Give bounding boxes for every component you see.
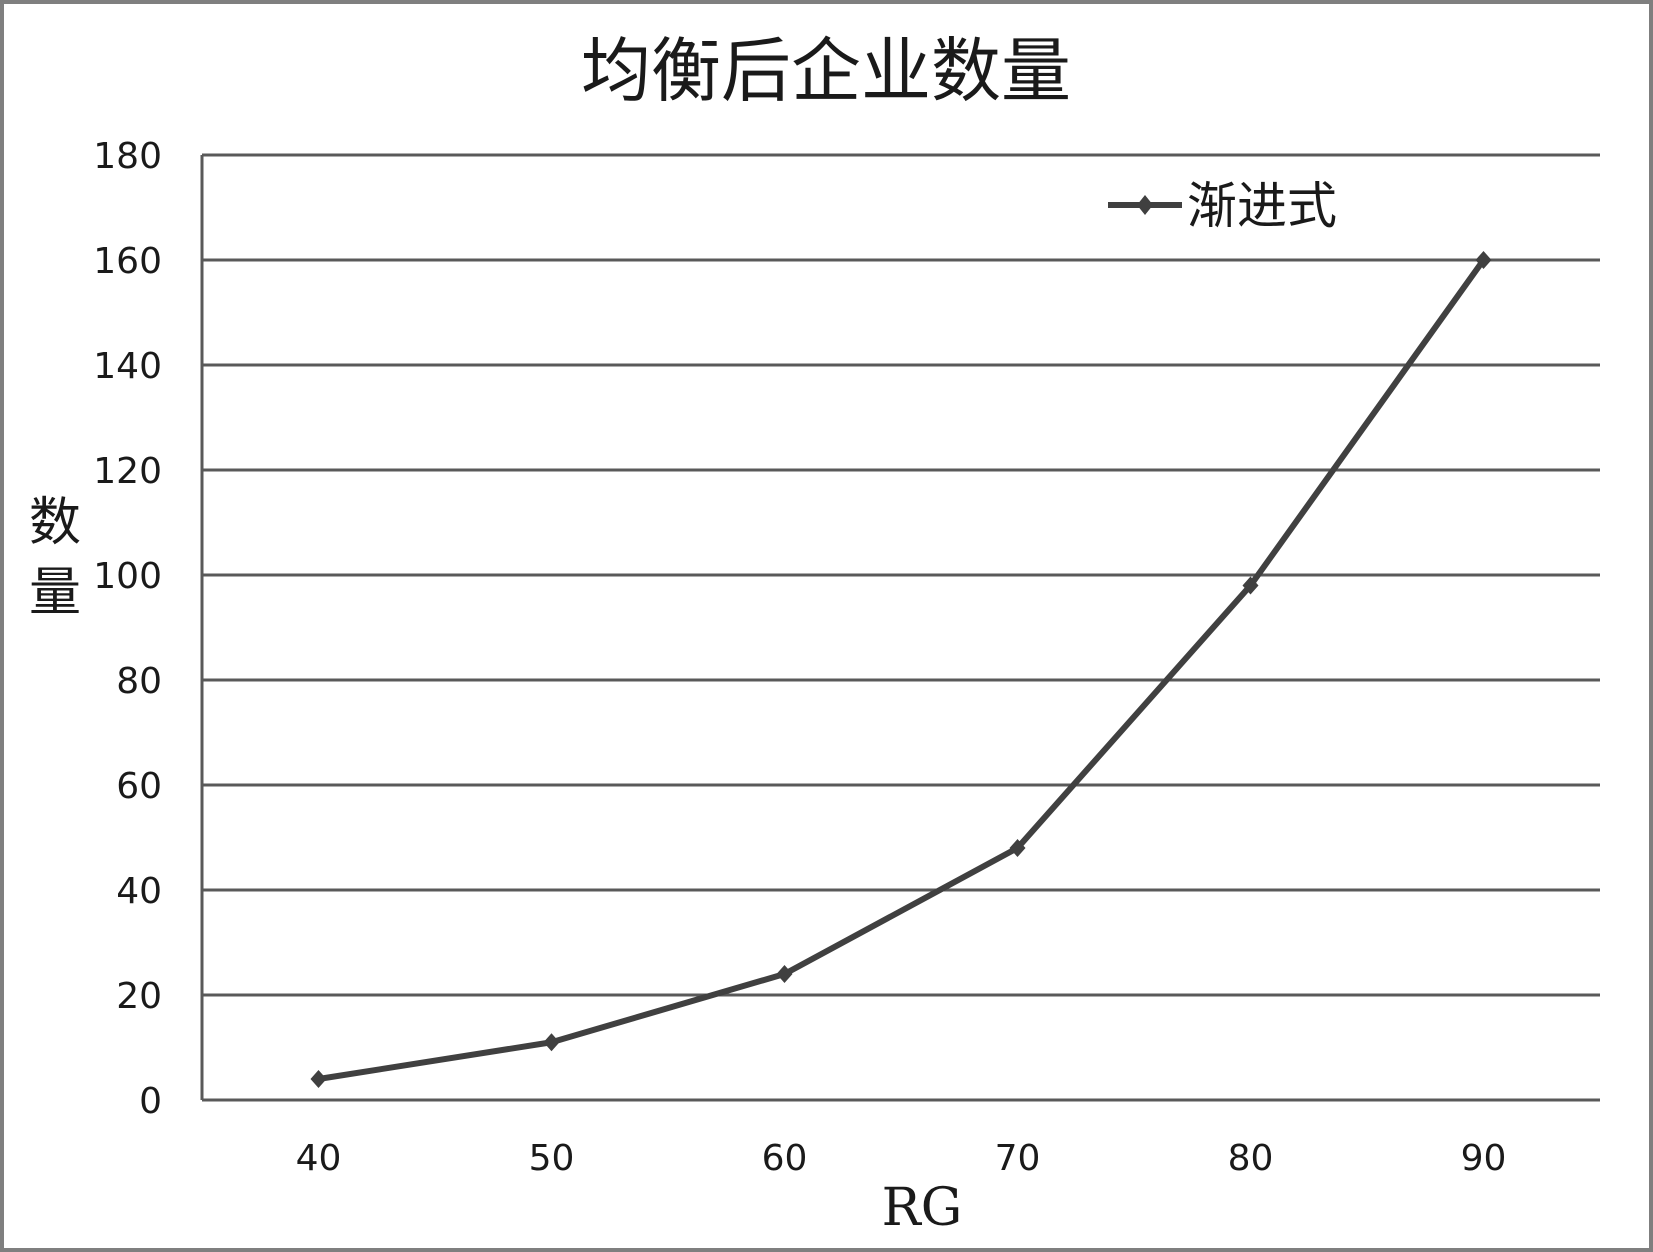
legend-label: 渐进式 (1187, 177, 1337, 235)
y-tick-labels: 0 20 40 60 80 100 120 140 160 180 (93, 136, 162, 1122)
gridlines (202, 153, 1600, 1102)
y-tick-label: 80 (116, 661, 162, 702)
x-tick-label: 40 (296, 1138, 342, 1179)
series-layer (310, 251, 1492, 1088)
x-tick-label: 70 (995, 1138, 1041, 1179)
x-tick-labels: 40 50 60 70 80 90 (296, 1138, 1507, 1179)
data-point (543, 1033, 560, 1052)
y-tick-label: 180 (93, 136, 162, 177)
y-tick-label: 60 (116, 766, 162, 807)
y-axis-label-lower: 量 (29, 563, 81, 623)
legend-marker-diamond (1137, 195, 1153, 215)
y-tick-label: 160 (93, 241, 162, 282)
y-tick-label: 20 (116, 976, 162, 1017)
chart-title: 均衡后企业数量 (581, 30, 1071, 112)
y-tick-label: 40 (116, 871, 162, 912)
y-tick-label: 0 (139, 1081, 162, 1122)
data-point (310, 1070, 327, 1088)
x-tick-label: 60 (762, 1138, 808, 1179)
x-tick-label: 50 (529, 1138, 575, 1179)
y-tick-label: 140 (93, 346, 162, 387)
legend: 渐进式 (1108, 177, 1337, 235)
data-point (1242, 576, 1259, 595)
data-point (1475, 251, 1492, 269)
data-point (776, 965, 793, 983)
x-tick-label: 80 (1228, 1138, 1274, 1179)
y-tick-label: 100 (93, 556, 162, 597)
x-axis-label: RG (882, 1178, 963, 1238)
y-axis-label: 数 (29, 493, 81, 553)
series-line (318, 258, 1486, 1082)
data-point (1009, 839, 1026, 857)
x-tick-label: 90 (1461, 1138, 1507, 1179)
y-tick-label: 120 (93, 451, 162, 492)
